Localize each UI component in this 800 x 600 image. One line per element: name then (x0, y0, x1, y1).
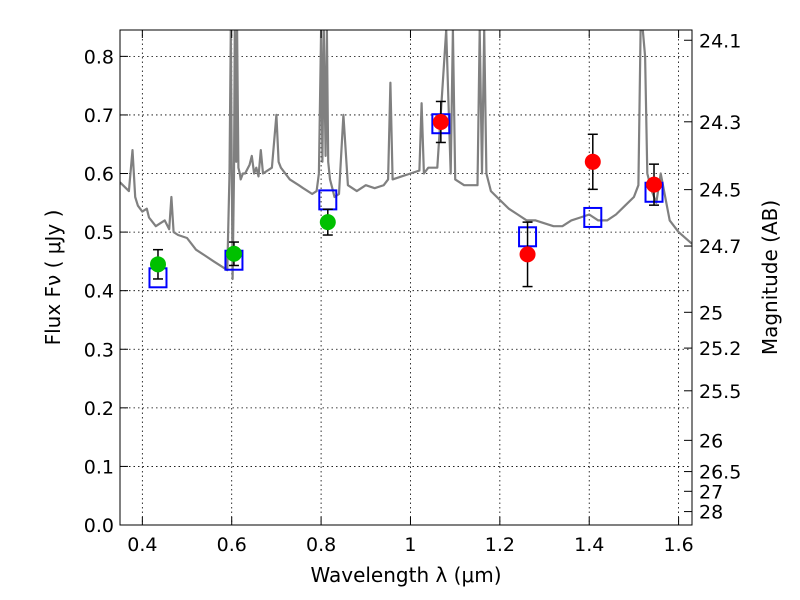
x-tick-label: 1.6 (663, 534, 693, 556)
right-axis-title: Magnitude (AB) (758, 200, 782, 355)
observed-point (646, 176, 663, 193)
x-tick-label: 1.2 (485, 534, 515, 556)
y-tick-label: 0.3 (84, 339, 114, 361)
x-tick-label: 0.4 (127, 534, 157, 556)
x-axis-title: Wavelength λ (μm) (310, 563, 501, 587)
y-tick-label: 0.2 (84, 398, 114, 420)
x-tick-label: 0.6 (217, 534, 247, 556)
magnitude-tick-label: 25 (699, 302, 723, 324)
observed-point (225, 245, 242, 262)
y-tick-label: 0.0 (84, 515, 114, 537)
y-tick-label: 0.7 (84, 105, 114, 127)
observed-point (432, 113, 449, 130)
observed-point (149, 256, 166, 273)
model-photometry-square (583, 206, 603, 228)
y-tick-label: 0.8 (84, 46, 114, 68)
plot-frame (119, 29, 693, 526)
magnitude-tick-label: 27 (699, 481, 723, 503)
gridlines (120, 30, 692, 525)
observed-point (584, 153, 601, 170)
magnitude-tick-label: 24.1 (699, 30, 741, 52)
x-tick-label: 0.8 (306, 534, 336, 556)
y-axis-title: Flux Fν ( μJy ) (41, 210, 65, 346)
y-tick-label: 0.4 (84, 281, 114, 303)
model-photometry-layer (148, 113, 664, 289)
y-tick-label: 0.6 (84, 164, 114, 186)
magnitude-tick-label: 25.5 (699, 381, 741, 403)
magnitude-tick-label: 24.5 (699, 180, 741, 202)
y-tick-label: 0.1 (84, 456, 114, 478)
observed-photometry-layer (149, 100, 663, 288)
tick-labels: 0.4 0.6 0.8 1 1.2 1.4 1.6 0.0 0.1 0.2 0.3 0.4 0.5 0.6… (84, 30, 742, 556)
magnitude-tick-label: 25.2 (699, 338, 741, 360)
magnitude-tick-label: 26.5 (699, 462, 741, 484)
magnitude-tick-label: 24.7 (699, 236, 741, 258)
spectrum-line (120, 30, 692, 281)
observed-point (519, 246, 536, 263)
x-tick-label: 1 (404, 534, 416, 556)
spectrum-layer (120, 30, 692, 281)
x-tick-label: 1.4 (574, 534, 604, 556)
magnitude-tick-label: 26 (699, 430, 723, 452)
magnitude-tick-label: 24.3 (699, 112, 741, 134)
magnitude-tick-label: 28 (699, 502, 723, 524)
y-tick-label: 0.5 (84, 222, 114, 244)
observed-point (319, 214, 336, 231)
ticks (120, 30, 692, 526)
